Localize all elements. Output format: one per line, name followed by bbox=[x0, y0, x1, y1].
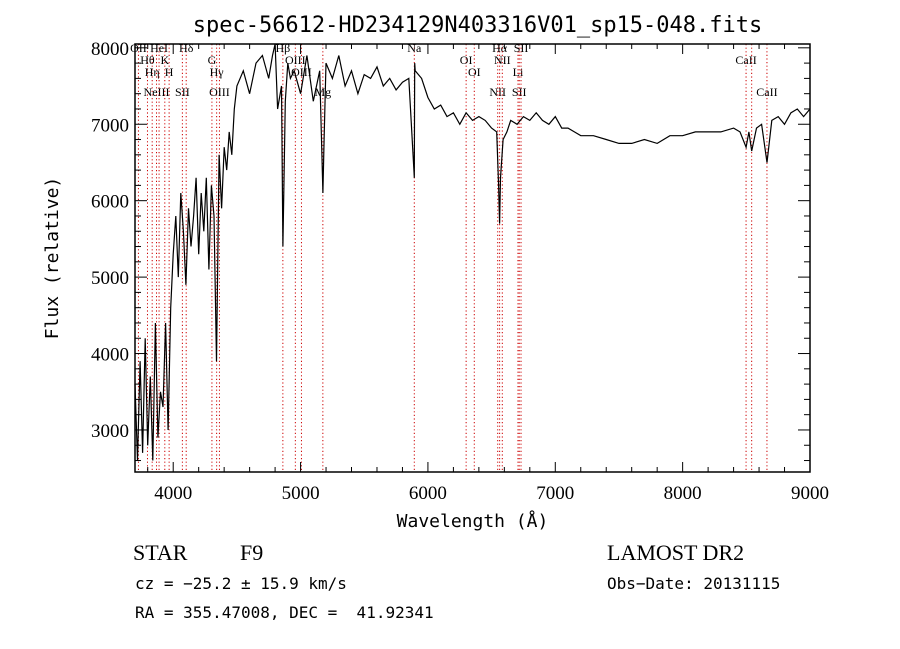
x-axis-label: Wavelength (Å) bbox=[397, 510, 549, 532]
coordinates-readout: RA = 355.47008, DEC = 41.92341 bbox=[135, 603, 434, 622]
spectral-line-label: OIII bbox=[291, 65, 312, 79]
spectral-line-label: OIII bbox=[209, 85, 230, 99]
spectral-line-label: NII bbox=[489, 85, 506, 99]
plot-frame bbox=[134, 43, 811, 473]
y-tick-label: 8000 bbox=[91, 39, 129, 60]
y-tick-label: 6000 bbox=[91, 192, 129, 213]
spectral-line-label: SII bbox=[514, 41, 529, 55]
spectral-line-label: SII bbox=[175, 85, 190, 99]
survey-label: LAMOST DR2 bbox=[607, 540, 745, 565]
x-tick-label: 6000 bbox=[409, 483, 447, 504]
subclass-label: F9 bbox=[240, 540, 264, 565]
x-tick-label: 7000 bbox=[536, 483, 574, 504]
spectral-line-label: K bbox=[160, 53, 169, 67]
obs-date-readout: Obs−Date: 20131115 bbox=[607, 574, 781, 593]
spectral-line-label: OIII bbox=[285, 53, 306, 67]
x-tick-label: 4000 bbox=[154, 483, 192, 504]
spectral-line-label: SII bbox=[512, 85, 527, 99]
x-tick-label: 5000 bbox=[282, 483, 320, 504]
redshift-readout: cz = −25.2 ± 15.9 km/s bbox=[135, 574, 347, 593]
object-class-label: STAR bbox=[133, 540, 188, 565]
chart-title: spec-56612-HD234129N403316V01_sp15-048.f… bbox=[193, 13, 763, 38]
spectrum-trace bbox=[134, 43, 811, 461]
spectral-line-label: OI bbox=[460, 53, 473, 67]
spectral-line-label: Hδ bbox=[179, 41, 194, 55]
x-tick-label: 8000 bbox=[664, 483, 702, 504]
spectral-line-label: NeIII bbox=[144, 85, 170, 99]
y-tick-label: 7000 bbox=[91, 115, 129, 136]
spectral-line-label: Hγ bbox=[210, 65, 225, 79]
spectral-line-label: Na bbox=[407, 41, 422, 55]
spectral-line-label: CaII bbox=[756, 85, 777, 99]
spectral-line-label: G bbox=[208, 53, 217, 67]
spectral-line-label: Hη bbox=[145, 65, 160, 79]
x-tick-label: 9000 bbox=[791, 483, 829, 504]
spectral-line-label: CaII bbox=[735, 53, 756, 67]
y-axis-label: Flux (relative) bbox=[42, 177, 63, 340]
y-tick-label: 5000 bbox=[91, 268, 129, 289]
spectral-line-label: NII bbox=[494, 53, 511, 67]
spectral-line-label: Hθ bbox=[140, 53, 155, 67]
spectral-line-label: Li bbox=[513, 65, 524, 79]
y-tick-label: 3000 bbox=[91, 421, 129, 442]
spectral-line-label: OI bbox=[468, 65, 481, 79]
spectral-line-label: Mg bbox=[315, 85, 332, 99]
y-tick-label: 4000 bbox=[91, 345, 129, 366]
spectral-line-label: H bbox=[165, 65, 174, 79]
